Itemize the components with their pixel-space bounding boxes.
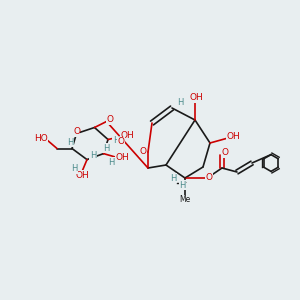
Text: H: H (103, 144, 109, 153)
Text: H: H (67, 138, 74, 147)
Text: OH: OH (120, 131, 134, 140)
Text: H: H (170, 174, 177, 183)
Text: H: H (179, 181, 186, 190)
Text: OH: OH (226, 132, 240, 141)
Text: Me: Me (179, 196, 191, 205)
Text: H: H (177, 98, 184, 107)
Text: OH: OH (116, 153, 129, 162)
Text: H: H (90, 151, 96, 160)
Text: O: O (205, 172, 212, 182)
Text: O: O (73, 128, 80, 136)
Text: HO: HO (34, 134, 48, 143)
Text: OH: OH (190, 93, 203, 102)
Text: H: H (113, 136, 119, 145)
Text: O: O (221, 148, 229, 157)
Text: H: H (71, 164, 77, 173)
Text: O: O (139, 148, 146, 157)
Text: O: O (118, 137, 125, 146)
Text: OH: OH (76, 171, 89, 180)
Text: O: O (106, 116, 114, 124)
Text: H: H (108, 158, 115, 167)
